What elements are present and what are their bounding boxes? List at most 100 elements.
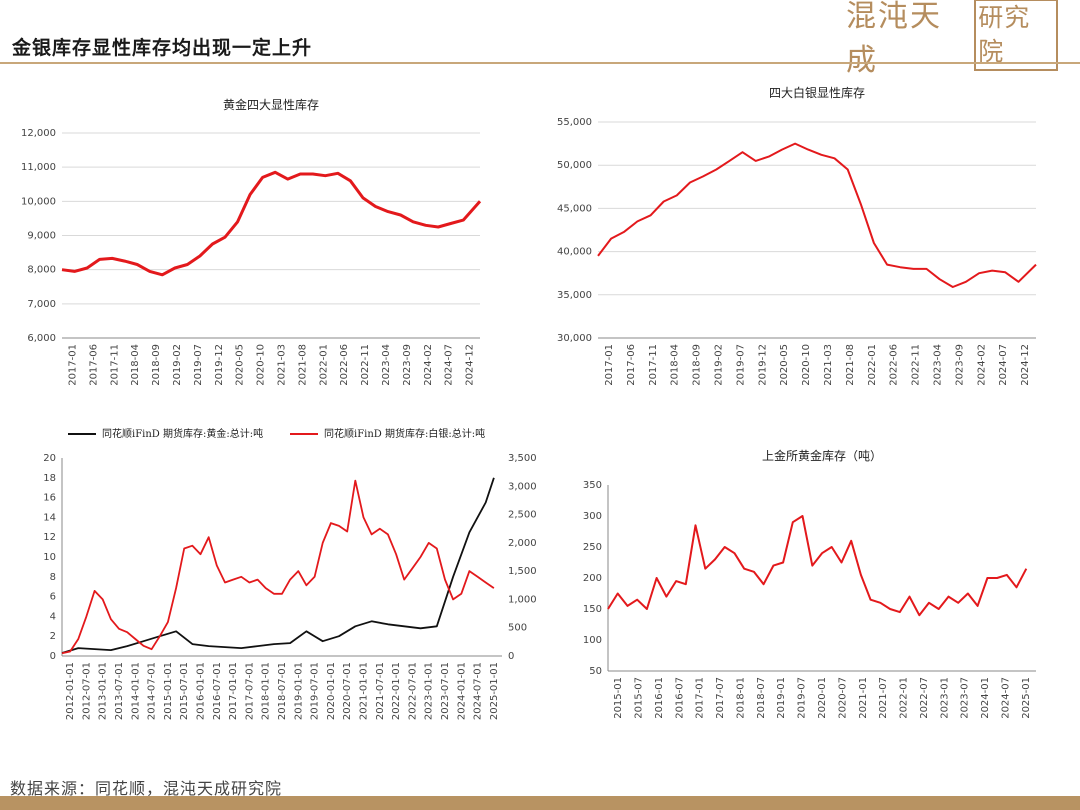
x-tick-label: 2022-06 [339,344,350,386]
x-tick-label: 2020-05 [235,344,246,386]
x-tick-label: 2022-01 [318,344,329,386]
x-tick-label: 2019-01 [776,677,787,719]
x-tick-label: 2016-01-01 [196,662,207,720]
x-tick-label: 2023-01 [939,677,950,719]
x-tick-label: 2016-07 [674,677,685,719]
x-tick-label: 2018-04 [670,344,681,386]
x-tick-label: 2017-11 [648,344,659,386]
x-tick-label: 2023-07 [960,677,971,719]
x-tick-label: 2018-09 [692,344,703,386]
x-tick-label: 2021-01 [858,677,869,719]
x-tick-label: 2018-01-01 [261,662,272,720]
y-tick-label: 14 [43,512,56,523]
y-tick-label: 8 [50,572,56,583]
x-tick-label: 2019-07 [193,344,204,386]
y2-tick-label: 500 [508,623,527,634]
x-tick-label: 2017-01 [604,344,615,386]
y2-tick-label: 3,000 [508,481,537,492]
x-tick-label: 2022-06 [889,344,900,386]
y-tick-label: 0 [50,651,56,662]
y-tick-label: 11,000 [21,162,56,173]
x-tick-label: 2021-07 [878,677,889,719]
series-line-1 [61,479,495,655]
y-tick-label: 16 [43,493,56,504]
x-tick-label: 2017-07 [715,677,726,719]
x-tick-label: 2018-09 [151,344,162,386]
y-tick-label: 250 [583,542,602,553]
x-tick-label: 2019-01-01 [293,662,304,720]
x-tick-label: 2020-07-01 [342,662,353,720]
y-tick-label: 12 [43,532,56,543]
x-tick-label: 2019-02 [713,344,724,386]
x-tick-label: 2022-07-01 [407,662,418,720]
x-tick-label: 2020-01-01 [326,662,337,720]
y-tick-label: 50,000 [557,160,592,171]
y-tick-label: 18 [43,473,56,484]
x-tick-label: 2018-04 [130,344,141,386]
logo-seal: 研究院 [974,0,1058,71]
x-tick-label: 2021-01-01 [358,662,369,720]
data-source: 数据来源：同花顺，混沌天成研究院 [10,779,283,798]
x-tick-label: 2024-07 [998,344,1009,386]
brand-logo: 混沌天成 研究院 [846,0,1058,78]
y2-tick-label: 2,000 [508,538,537,549]
x-tick-label: 2024-02 [976,344,987,386]
chart-title: 四大白银显性库存 [769,85,865,100]
x-tick-label: 2019-02 [172,344,183,386]
page-title: 金银库存显性库存均出现一定上升 [12,37,313,59]
x-tick-label: 2024-01 [980,677,991,719]
x-tick-label: 2021-08 [845,344,856,386]
x-tick-label: 2022-11 [911,344,922,386]
y-tick-label: 300 [583,511,602,522]
y-tick-label: 9,000 [27,231,56,242]
y-tick-label: 20 [43,453,56,464]
chart-gold-four-visible: 黄金四大显性库存 6,000 7,000 8,000 9,000 10,000 11,000… [21,97,482,386]
x-tick-label: 2021-08 [297,344,308,386]
x-tick-label: 2021-07-01 [375,662,386,720]
x-tick-label: 2023-04 [932,344,943,386]
x-tick-label: 2022-01 [899,677,910,719]
x-tick-label: 2024-07 [444,344,455,386]
x-tick-label: 2015-07 [634,677,645,719]
x-tick-label: 2018-01 [735,677,746,719]
x-tick-label: 2015-01 [613,677,624,719]
x-tick-label: 2015-07-01 [179,662,190,720]
x-tick-label: 2023-07-01 [440,662,451,720]
x-tick-label: 2017-06 [626,344,637,386]
x-tick-label: 2013-07-01 [114,662,125,720]
x-tick-label: 2017-01-01 [228,662,239,720]
x-tick-label: 2020-10 [256,344,267,386]
x-tick-label: 2022-01 [867,344,878,386]
y2-tick-label: 2,500 [508,510,537,521]
x-tick-label: 2017-01 [695,677,706,719]
x-tick-label: 2017-01 [67,344,78,386]
x-tick-label: 2014-01-01 [130,662,141,720]
chart-futures-inventory: 0 2 4 6 8 10 12 14 16 18 20 2012-01-01 2012-07-01 201… [43,427,537,720]
x-tick-label: 2024-07 [1000,677,1011,719]
logo-text: 混沌天成 [846,0,942,78]
y-tick-label: 4 [50,611,56,622]
x-tick-label: 2020-07 [837,677,848,719]
y-tick-label: 2 [50,631,56,642]
chart-silver-four-visible: 四大白银显性库存 30,000 35,000 40,000 45,000 50,000 55… [557,85,1037,386]
x-tick-label: 2023-09 [402,344,413,386]
y-tick-label: 100 [583,635,602,646]
x-tick-label: 2019-07 [735,344,746,386]
y-tick-label: 150 [583,604,602,615]
x-tick-label: 2014-07-01 [147,662,158,720]
y2-tick-label: 1,500 [508,566,537,577]
x-tick-label: 2012-07-01 [81,662,92,720]
x-tick-label: 2019-07 [797,677,808,719]
y-tick-label: 350 [583,480,602,491]
x-tick-label: 2020-01 [817,677,828,719]
y-tick-label: 10 [43,552,56,563]
x-tick-label: 2022-07 [919,677,930,719]
x-tick-label: 2016-07-01 [212,662,223,720]
header-divider [0,62,1080,64]
series-line-0 [61,170,482,277]
x-tick-label: 2021-03 [823,344,834,386]
y-tick-label: 30,000 [557,333,592,344]
x-tick-label: 2022-01-01 [391,662,402,720]
y-tick-label: 12,000 [21,128,56,139]
series-line-0 [607,515,1028,617]
